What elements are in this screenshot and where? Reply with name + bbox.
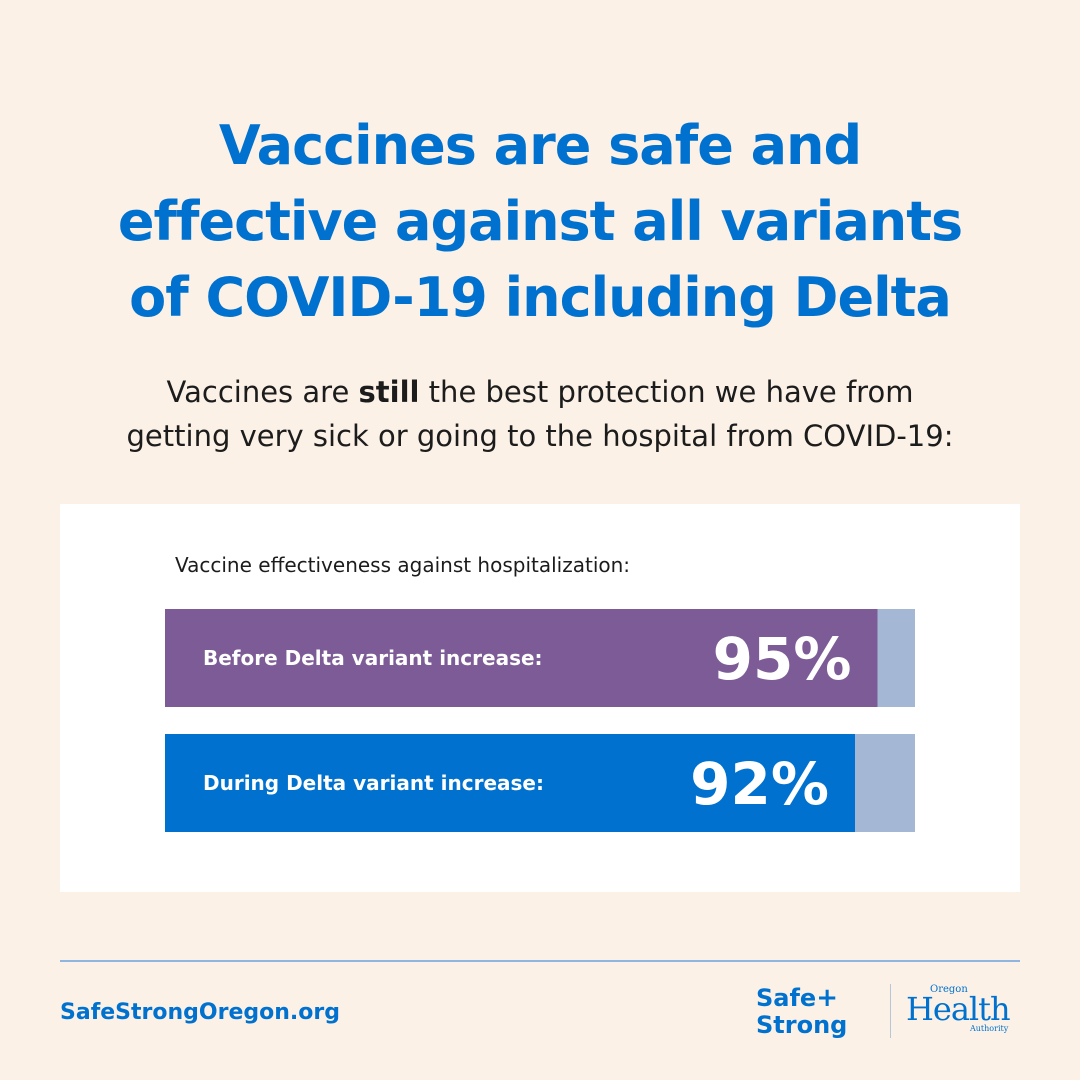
headline: Vaccines are safe and effective against … [40,108,1040,336]
headline-line-1: Vaccines are safe and [218,114,862,177]
headline-line-2: effective against all variants [117,190,963,253]
subheadline: Vaccines are still the best protection w… [40,370,1040,458]
subheadline-emphasis: still [358,375,420,409]
logo-separator [890,984,891,1038]
bar-2 [165,734,855,832]
subheadline-after: the best protection we have from [419,375,914,409]
chart-card: Vaccine effectiveness against hospitaliz… [60,504,1020,892]
safe-strong-logo: Safe+ Strong [756,985,880,1039]
bar-value-label-1: 95% [713,625,852,693]
oha-logo-top: Oregon [930,984,968,995]
headline-line-3: of COVID-19 including Delta [129,266,952,329]
website-link[interactable]: SafeStrongOregon.org [60,1000,340,1025]
bar-1 [165,609,878,707]
logo-plus-icon: + [816,983,838,1013]
logo-safe-text: Safe [756,984,817,1012]
effectiveness-chart: Vaccine effectiveness against hospitaliz… [165,553,915,832]
oha-logo-bottom: Authority [970,1024,1009,1033]
chart-title: Vaccine effectiveness against hospitaliz… [175,553,630,577]
bar-label-2: During Delta variant increase: [203,771,544,795]
bar-label-1: Before Delta variant increase: [203,646,543,670]
oha-logo-main: Health [906,990,1011,1028]
subheadline-line-2: getting very sick or going to the hospit… [126,419,954,453]
bar-value-label-2: 92% [690,750,829,818]
subheadline-before: Vaccines are [166,375,359,409]
logo-strong-text: Strong [756,1011,848,1039]
footer-divider [60,960,1020,962]
oregon-health-authority-logo: Oregon Health Authority [906,984,1026,1036]
